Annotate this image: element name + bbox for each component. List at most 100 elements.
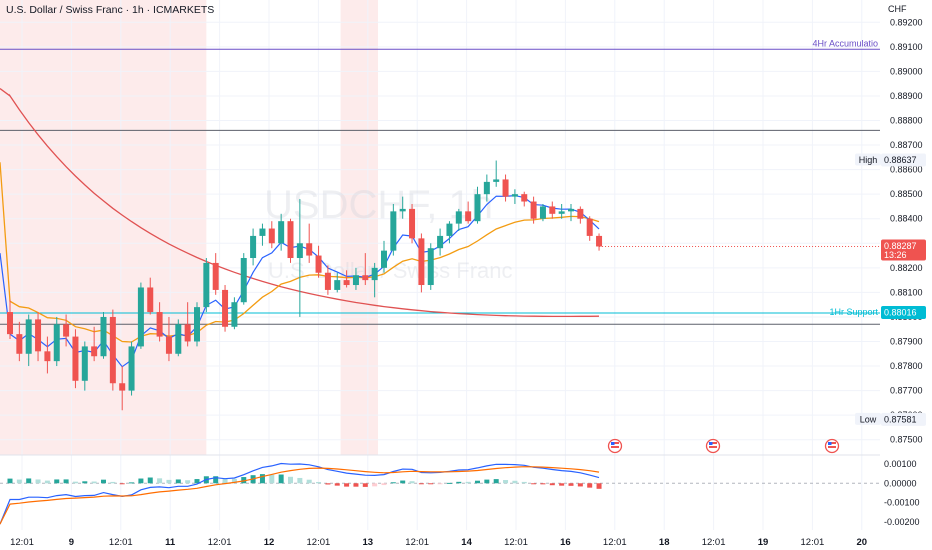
time-tick-label: 12 (264, 537, 275, 548)
candle-body[interactable] (212, 262, 219, 290)
time-tick-label: 9 (69, 537, 74, 548)
candle-body[interactable] (63, 324, 70, 337)
candle-body[interactable] (81, 346, 88, 381)
candle-body[interactable] (128, 346, 135, 391)
candle-body[interactable] (334, 280, 341, 290)
time-tick-label: 12:01 (10, 537, 34, 548)
macd-histogram-bar (521, 481, 527, 484)
candle-body[interactable] (446, 223, 453, 236)
candle-body[interactable] (483, 181, 490, 195)
candle-body[interactable] (222, 289, 229, 327)
candle-body[interactable] (315, 255, 322, 273)
candle-body[interactable] (137, 287, 144, 347)
candle-body[interactable] (362, 275, 369, 281)
time-axis: 12:01 9 12:01 11 12:01 12 12:01 13 12:01 14 12:01 1… (10, 537, 867, 548)
candle-body[interactable] (324, 272, 331, 290)
macd-histogram-bar (465, 481, 471, 484)
candle-body[interactable] (194, 307, 200, 342)
time-tick-label: 12:01 (504, 537, 528, 548)
candle-body[interactable] (296, 243, 303, 259)
candle-body[interactable] (53, 324, 60, 362)
candle-body[interactable] (502, 179, 509, 197)
candle-body[interactable] (250, 235, 257, 259)
candle-body[interactable] (156, 312, 163, 337)
candle-body[interactable] (511, 194, 518, 197)
candle-body[interactable] (390, 211, 397, 251)
us-flag-icon[interactable] (607, 438, 623, 454)
candle-body[interactable] (558, 211, 565, 214)
low-badge-label-bg (855, 412, 881, 425)
candle-body[interactable] (568, 208, 574, 212)
candle-body[interactable] (530, 201, 537, 219)
candle-body[interactable] (109, 316, 116, 384)
candle-body[interactable] (35, 319, 42, 352)
price-tick-label: 0.89000 (890, 66, 923, 76)
candles (7, 160, 880, 411)
candle-body[interactable] (147, 287, 154, 313)
macd-histogram-bar (316, 481, 322, 484)
candle-body[interactable] (493, 179, 500, 182)
candle-body[interactable] (175, 324, 182, 354)
time-tick-label: 18 (659, 537, 670, 548)
price-tick-label: 0.88500 (890, 189, 923, 199)
us-flag-icon[interactable] (705, 438, 721, 454)
candle-body[interactable] (586, 218, 593, 236)
price-tick-label: 0.87900 (890, 337, 923, 347)
candle-body[interactable] (119, 383, 126, 391)
macd-histogram-bar (44, 480, 50, 484)
candle-body[interactable] (91, 346, 98, 357)
candle-body[interactable] (596, 235, 603, 247)
candle-body[interactable] (259, 228, 266, 236)
candle-body[interactable] (231, 302, 238, 327)
candle-body[interactable] (371, 267, 378, 281)
session-band (0, 0, 207, 455)
candle-body[interactable] (72, 336, 79, 381)
candle-body[interactable] (44, 351, 51, 362)
candle-body[interactable] (203, 262, 210, 308)
candle-body[interactable] (521, 194, 528, 202)
candle-body[interactable] (16, 334, 23, 354)
candle-body[interactable] (352, 275, 359, 286)
high-badge: High 0.88637 (855, 153, 926, 167)
candle-body[interactable] (549, 206, 556, 214)
macd-histogram-bar (241, 477, 247, 484)
current-price-value: 0.88287 (884, 241, 917, 251)
macd-histogram-bar (54, 479, 60, 484)
candle-body[interactable] (287, 221, 294, 259)
candle-body[interactable] (240, 258, 247, 303)
candle-body[interactable] (278, 221, 285, 244)
candle-body[interactable] (418, 238, 425, 286)
candle-body[interactable] (455, 211, 462, 224)
candle-body[interactable] (184, 324, 191, 342)
macd-histogram-bar (512, 480, 518, 484)
us-flag-icon-stripe (709, 442, 717, 444)
candle-body[interactable] (268, 228, 275, 244)
candle-body[interactable] (437, 235, 444, 249)
us-flag-icon-stripe (611, 446, 619, 448)
macd-histogram-bar (344, 483, 350, 487)
macd-histogram-bar (297, 477, 303, 484)
candle-body[interactable] (165, 336, 172, 354)
candle-body[interactable] (465, 211, 472, 222)
candle-body[interactable] (409, 208, 416, 239)
candle-body[interactable] (7, 312, 13, 335)
us-flag-icon[interactable] (824, 438, 840, 454)
us-flag-icon-stripe (828, 442, 836, 444)
candle-body[interactable] (577, 208, 584, 219)
high-badge-label-bg (855, 153, 881, 166)
candle-body[interactable] (100, 316, 107, 357)
macd-histogram-bar (437, 483, 443, 485)
candle-body[interactable] (306, 243, 313, 256)
candle-body[interactable] (381, 250, 387, 268)
candle-body[interactable] (539, 206, 546, 219)
candle-body[interactable] (474, 194, 481, 222)
macd-histogram-bar (231, 478, 237, 484)
macd-histogram-bar (306, 479, 312, 484)
candle-body[interactable] (343, 280, 350, 286)
candle-body[interactable] (399, 208, 406, 212)
macd-histogram-bar (456, 481, 462, 484)
candle-body[interactable] (25, 319, 32, 354)
macd-histogram-bar (35, 479, 41, 484)
candle-body[interactable] (427, 248, 434, 286)
